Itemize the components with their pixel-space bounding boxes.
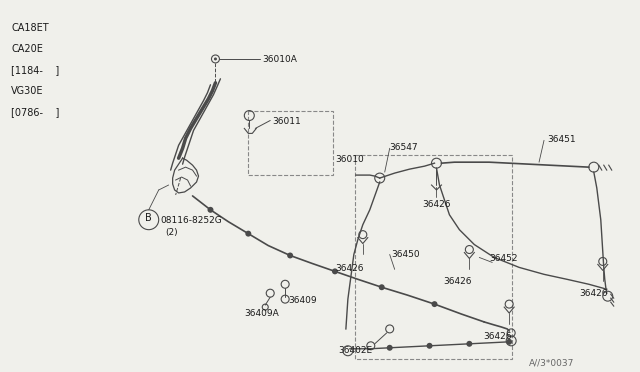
Text: 36409A: 36409A: [244, 309, 279, 318]
Text: 36402E: 36402E: [338, 346, 372, 355]
Text: [1184-    ]: [1184- ]: [12, 65, 60, 75]
Text: 36010A: 36010A: [262, 55, 297, 64]
Text: 08116-8252G: 08116-8252G: [161, 216, 223, 225]
Text: (2): (2): [166, 228, 179, 237]
Circle shape: [431, 301, 438, 307]
Text: 36426: 36426: [580, 289, 608, 298]
Circle shape: [506, 339, 512, 345]
Circle shape: [379, 284, 385, 290]
Text: 36452: 36452: [489, 254, 518, 263]
Bar: [248, 110, 333, 175]
Text: CA18ET: CA18ET: [12, 23, 49, 33]
Text: 36409: 36409: [288, 296, 317, 305]
Circle shape: [332, 268, 338, 274]
Text: 36450: 36450: [392, 250, 420, 259]
Circle shape: [387, 345, 393, 351]
Text: A//3*0037: A//3*0037: [529, 359, 575, 368]
Text: 36426: 36426: [422, 200, 451, 209]
Bar: [355, 155, 512, 359]
Text: [0786-    ]: [0786- ]: [12, 107, 60, 116]
Text: VG30E: VG30E: [12, 86, 44, 96]
Circle shape: [426, 343, 433, 349]
Text: 36451: 36451: [547, 135, 575, 144]
Text: 36011: 36011: [272, 116, 301, 125]
Circle shape: [467, 341, 472, 347]
Text: 36547: 36547: [390, 143, 419, 152]
Text: 36426: 36426: [443, 277, 472, 286]
Text: CA20E: CA20E: [12, 44, 44, 54]
Text: 36010: 36010: [335, 155, 364, 164]
Circle shape: [214, 57, 217, 60]
Text: B: B: [145, 213, 152, 223]
Circle shape: [207, 207, 214, 213]
Circle shape: [287, 253, 293, 259]
Circle shape: [245, 231, 252, 237]
Text: 36426: 36426: [483, 332, 511, 341]
Text: 36426: 36426: [335, 264, 364, 273]
